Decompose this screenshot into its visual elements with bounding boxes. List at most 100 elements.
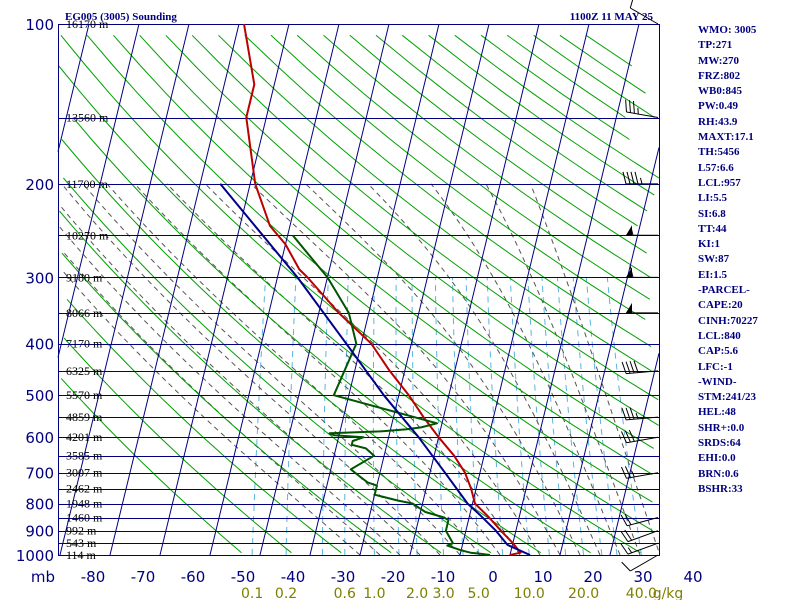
mixing-ratio-tick-label: 20.0 [568, 586, 599, 600]
moist-adiabat [61, 269, 361, 556]
wind-barb [620, 542, 659, 555]
height-label: 1948 m [66, 497, 103, 511]
isotherm-line [57, 23, 140, 358]
moist-adiabat [59, 205, 421, 556]
height-label: 10270 m [66, 228, 109, 242]
mixing-ratio-tick-label: 3.0 [432, 586, 454, 600]
wind-barb-flag [621, 361, 627, 374]
dry-adiabat [296, 34, 651, 300]
mixing-ratio-line [465, 277, 480, 556]
wind-barb [620, 529, 659, 543]
dry-adiabat [454, 34, 660, 179]
height-label: 11700 m [66, 177, 109, 191]
height-label: 2462 m [66, 482, 103, 496]
mixing-ratio-line [434, 277, 445, 556]
height-label: 114 m [66, 548, 97, 562]
wind-barb [625, 99, 659, 118]
mixing-ratio-tick-label: 0.1 [241, 586, 263, 600]
wind-barb-flag [624, 430, 631, 443]
isotherm-line [609, 353, 660, 556]
wind-barb [621, 554, 659, 572]
sounding-index-item: HEL:48 [698, 406, 736, 419]
isotherm-line [359, 23, 490, 556]
wind-barb-flag [629, 100, 631, 113]
temperature-tick-label: -50 [231, 568, 256, 586]
sounding-index-item: SRDS:64 [698, 437, 741, 450]
mixing-ratio-tick-label: 40.0 [626, 586, 657, 600]
wind-barb-staff [627, 530, 659, 543]
mixing-ratio-line [411, 277, 418, 556]
mixing-ratio-line [585, 277, 618, 556]
wind-barb [621, 407, 659, 421]
pressure-tick-label: 100 [25, 16, 54, 34]
temperature-tick-label: -80 [81, 568, 106, 586]
wind-barb [620, 513, 659, 527]
temperature-tick-label: 40 [683, 568, 702, 586]
isotherm-line [559, 147, 660, 556]
dry-adiabat [139, 34, 654, 449]
mixing-ratio-lines [251, 277, 642, 556]
wind-barb-staff [626, 436, 659, 444]
temperature-tick-label: -30 [331, 568, 356, 586]
mixing-ratio-tick-label: 5.0 [467, 586, 489, 600]
wind-barb [629, 0, 659, 25]
height-label: 4859 m [66, 410, 103, 424]
mixing-ratio-tick-label: 2.0 [406, 586, 428, 600]
sounding-index-item: RH:43.9 [698, 115, 738, 128]
isotherm-line [209, 23, 340, 556]
sounding-index-item: -PARCEL- [698, 284, 750, 297]
wind-barb-flag [621, 561, 631, 572]
moist-adiabat [529, 183, 659, 551]
moist-adiabat [485, 183, 641, 556]
isotherm-line [57, 23, 90, 152]
parcel-trace [219, 183, 531, 556]
wind-barb-flag [624, 466, 631, 478]
sounding-index-item: SHR+:0.0 [698, 421, 745, 434]
height-label: 7170 m [66, 337, 103, 351]
wind-barb-staff [626, 111, 659, 118]
isotherm-line [309, 23, 440, 556]
dry-adiabat [349, 34, 647, 254]
height-label: 13560 m [66, 111, 109, 125]
temperature-tick-label: 20 [583, 568, 602, 586]
sounding-index-item: LCL:840 [698, 329, 741, 342]
wind-barb [621, 360, 659, 375]
temperature-tick-label: mb [31, 568, 55, 586]
mixing-ratio-line [344, 277, 349, 555]
height-label: 8066 m [66, 306, 103, 320]
mixing-ratio-line [572, 277, 603, 556]
temperature-tick-label: -10 [431, 568, 456, 586]
wind-barb-flag [633, 360, 639, 373]
pressure-tick-label: 900 [25, 523, 54, 541]
dry-adiabat [63, 177, 492, 554]
sounding-index-item: CAPE:20 [698, 299, 743, 312]
wind-barb [620, 466, 659, 479]
dry-adiabat [375, 34, 638, 227]
dry-adiabat [59, 210, 442, 554]
wind-barb-flag [624, 529, 633, 541]
sounding-index-item: BSHR:33 [698, 482, 743, 495]
wind-barb-flag [620, 466, 627, 479]
sounding-index-item: FRZ:802 [698, 69, 741, 82]
sounding-indices-panel: WMO: 3005 TP:271 MW:270 FRZ:802 WB0:845 PW:0.… [698, 23, 800, 497]
height-label: 543 m [66, 536, 97, 550]
wind-barb-flag [625, 99, 627, 112]
temperature-tick-label: -60 [181, 568, 206, 586]
sounding-index-item: EHI:0.0 [698, 452, 736, 465]
temperature-tick-label: -70 [131, 568, 156, 586]
pressure-tick-label: 400 [25, 336, 54, 354]
isotherms [57, 23, 660, 556]
sounding-index-item: MAXT:17.1 [698, 131, 754, 144]
sounding-index-item: SI:6.8 [698, 207, 726, 220]
wind-barb-flag [629, 265, 634, 278]
wind-barb-flag [620, 514, 628, 527]
wind-barbs [620, 0, 659, 572]
pressure-tick-label: 700 [25, 465, 54, 483]
wind-barb-flag [622, 171, 627, 184]
wind-barb-flag [634, 171, 639, 184]
height-label: 16170 m [66, 17, 109, 31]
sounding-index-item: WB0:845 [698, 85, 742, 98]
moist-adiabat [58, 225, 401, 556]
wind-barb-half-flag [631, 471, 635, 478]
